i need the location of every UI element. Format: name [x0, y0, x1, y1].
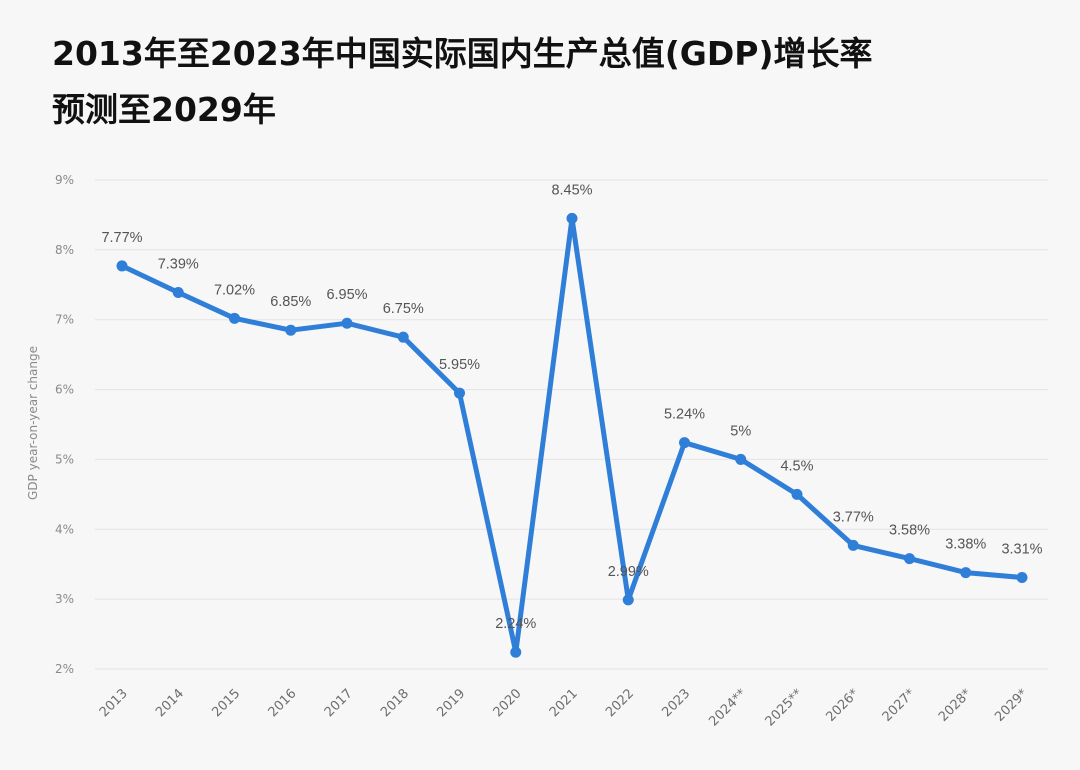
data-label: 8.45% [551, 182, 592, 198]
y-tick-label: 3% [55, 592, 74, 606]
data-point [172, 286, 184, 298]
data-label: 7.77% [101, 230, 142, 246]
x-tick-label: 2029* [992, 686, 1031, 725]
x-tick-label: 2018 [378, 686, 412, 720]
data-point [735, 453, 747, 465]
x-tick-label: 2023 [659, 686, 693, 720]
y-axis-ticks: 2% 3% 4% 5% 6% 7% 8% 9% [55, 173, 74, 676]
data-point [679, 437, 690, 449]
data-point [904, 553, 915, 565]
x-tick-label: 2016 [266, 686, 300, 720]
data-point [510, 646, 522, 658]
data-point [566, 212, 578, 224]
x-tick-label: 2014 [153, 686, 187, 720]
x-axis-ticks: 2013 2014 2015 2016 2017 2018 2019 2020 2021 2022… [97, 686, 1031, 730]
data-point [397, 331, 409, 343]
x-tick-label: 2024** [706, 686, 750, 730]
data-point [285, 324, 297, 336]
x-tick-label: 2027* [880, 686, 919, 725]
y-tick-label: 7% [55, 313, 74, 327]
data-point [791, 488, 803, 500]
data-point [1016, 571, 1028, 583]
x-tick-label: 2021 [547, 686, 581, 720]
data-label: 5% [730, 423, 751, 439]
data-label: 6.75% [383, 301, 424, 317]
data-label: 4.5% [780, 458, 813, 474]
data-point [341, 317, 353, 329]
chart-title-line1: 2013年至2023年中国实际国内生产总值(GDP)增长率 [52, 34, 873, 73]
data-label: 2.24% [495, 616, 536, 632]
data-label: 3.58% [889, 523, 930, 539]
x-tick-label: 2015 [209, 686, 243, 720]
data-label: 3.38% [945, 537, 986, 553]
data-label: 2.99% [608, 564, 649, 580]
data-point [622, 594, 634, 606]
series-line [119, 215, 1025, 655]
data-point [454, 387, 465, 399]
x-tick-label: 2026* [823, 686, 862, 725]
x-tick-label: 2020 [491, 686, 525, 720]
data-point [960, 567, 972, 579]
x-tick-label: 2019 [434, 686, 468, 720]
data-point [847, 539, 859, 551]
data-labels: 7.77% 7.39% 7.02% 6.85% 6.95% 6.75% 5.95% 2.24%… [101, 182, 1042, 632]
data-label: 6.95% [326, 287, 367, 303]
gridlines [95, 179, 1048, 670]
data-label: 5.95% [439, 357, 480, 373]
x-tick-label: 2017 [322, 686, 356, 720]
chart-title-line2: 预测至2029年 [52, 90, 276, 129]
y-tick-label: 2% [55, 662, 74, 676]
y-tick-label: 5% [55, 452, 74, 466]
chart-title: 2013年至2023年中国实际国内生产总值(GDP)增长率 预测至2029年 [52, 26, 873, 138]
y-axis-label: GDP year-on-year change [26, 346, 40, 500]
data-label: 3.77% [833, 509, 874, 525]
data-label: 3.31% [1001, 541, 1042, 557]
x-tick-label: 2013 [97, 686, 131, 720]
y-tick-label: 4% [55, 522, 74, 536]
x-tick-label: 2022 [603, 686, 637, 720]
y-tick-label: 8% [55, 243, 74, 257]
x-tick-label: 2028* [936, 686, 975, 725]
data-label: 5.24% [664, 407, 705, 423]
data-point [116, 260, 128, 272]
y-tick-label: 6% [55, 383, 74, 397]
data-points [116, 212, 1028, 658]
y-tick-label: 9% [55, 173, 74, 187]
data-label: 7.02% [214, 282, 255, 298]
data-point [229, 312, 240, 324]
data-label: 7.39% [158, 256, 199, 272]
x-tick-label: 2025** [763, 686, 807, 730]
data-label: 6.85% [270, 294, 311, 310]
